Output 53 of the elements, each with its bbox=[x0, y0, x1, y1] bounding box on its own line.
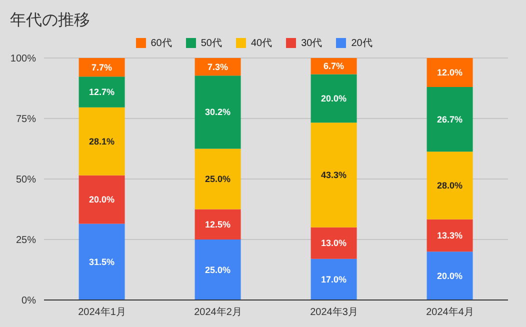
legend-label: 20代 bbox=[351, 37, 372, 50]
x-tick-label: 2024年2月 bbox=[194, 306, 242, 318]
bar bbox=[310, 227, 357, 259]
data-label: 31.5% bbox=[89, 256, 115, 267]
bar bbox=[426, 252, 473, 300]
data-label: 26.7% bbox=[437, 114, 463, 124]
data-label: 20.0% bbox=[437, 270, 463, 281]
data-label: 13.0% bbox=[321, 238, 347, 248]
bar bbox=[78, 107, 125, 176]
data-label: 28.1% bbox=[89, 136, 115, 146]
chart-title: 年代の推移 bbox=[10, 11, 90, 31]
y-tick-label: 25% bbox=[16, 235, 36, 246]
data-label: 7.7% bbox=[92, 62, 112, 72]
data-label: 6.7% bbox=[324, 61, 344, 72]
x-tick-label: 2024年4月 bbox=[426, 306, 474, 318]
bar bbox=[426, 152, 473, 220]
bar bbox=[194, 240, 241, 300]
y-tick-label: 100% bbox=[10, 54, 36, 65]
bar bbox=[426, 58, 473, 88]
bar bbox=[194, 148, 241, 210]
bar bbox=[78, 175, 125, 224]
data-label: 7.3% bbox=[208, 62, 228, 72]
data-label: 13.3% bbox=[437, 230, 463, 241]
data-label: 12.7% bbox=[89, 87, 115, 97]
data-label: 20.0% bbox=[321, 93, 347, 104]
bar bbox=[426, 87, 473, 152]
data-label: 25.0% bbox=[205, 174, 231, 184]
legend-label: 60代 bbox=[150, 37, 172, 50]
x-tick-label: 2024年3月 bbox=[310, 306, 358, 318]
bar bbox=[78, 76, 125, 108]
legend-label: 40代 bbox=[250, 37, 272, 50]
bar bbox=[310, 122, 357, 228]
bar bbox=[310, 258, 357, 300]
data-label: 17.0% bbox=[321, 274, 347, 284]
data-label: 43.3% bbox=[321, 170, 347, 180]
data-label: 20.0% bbox=[89, 194, 115, 205]
data-label: 25.0% bbox=[205, 264, 231, 275]
data-label: 30.2% bbox=[205, 107, 231, 118]
data-label: 12.5% bbox=[205, 219, 231, 230]
data-label: 12.0% bbox=[437, 68, 463, 78]
bar bbox=[426, 219, 473, 252]
y-tick-label: 0% bbox=[22, 296, 36, 307]
data-label: 28.0% bbox=[437, 180, 463, 191]
y-tick-label: 75% bbox=[16, 114, 36, 126]
legend-label: 30代 bbox=[301, 37, 322, 50]
bar bbox=[194, 209, 241, 240]
bar bbox=[78, 224, 125, 300]
legend-label: 50代 bbox=[200, 37, 222, 50]
bar bbox=[310, 74, 357, 123]
x-tick-label: 2024年1月 bbox=[78, 306, 126, 318]
y-tick-label: 50% bbox=[16, 174, 36, 186]
bar bbox=[78, 58, 125, 77]
bar bbox=[194, 76, 241, 149]
